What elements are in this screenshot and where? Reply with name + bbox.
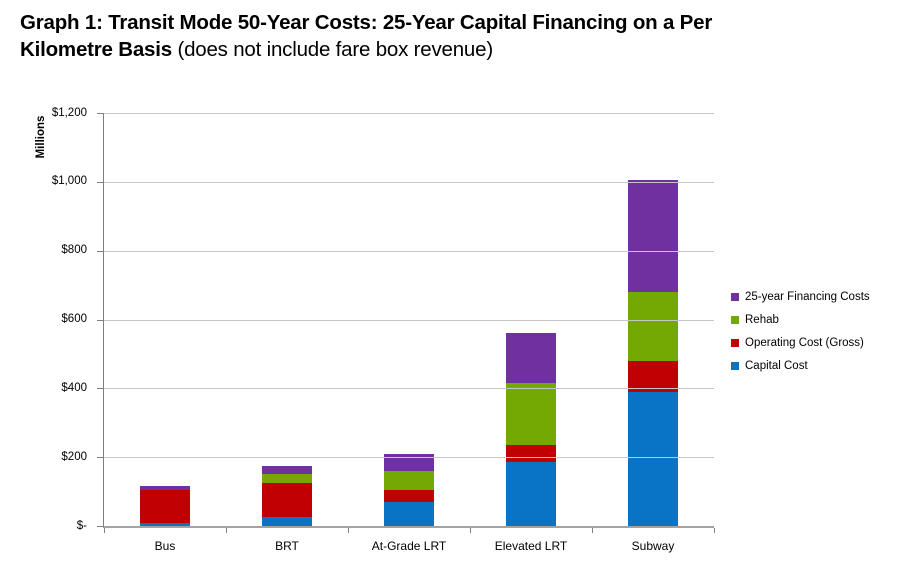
legend-item-rehab: Rehab: [731, 308, 870, 331]
bar-segment-operating-cost-gross-: [506, 445, 556, 463]
y-axis-tick-label: $400: [61, 381, 87, 394]
legend-color-swatch-icon: [731, 338, 739, 347]
bar-segment-operating-cost-gross-: [628, 360, 678, 392]
bar-segment-25-year-financing-costs: [140, 486, 190, 490]
legend-label: Operating Cost (Gross): [745, 336, 864, 349]
bar-segment-operating-cost-gross-: [140, 489, 190, 524]
chart-title-subtitle: (does not include fare box revenue): [171, 37, 493, 61]
bar-slots: Bus BRT At-Grade LRT Elevated LRT Subway: [104, 113, 714, 553]
category-slot-bus: Bus: [104, 113, 226, 553]
y-axis-tick: [97, 250, 103, 252]
y-axis-tick-label: $200: [61, 450, 87, 463]
x-axis-tick: [348, 528, 349, 533]
stacked-bar-subway: [628, 180, 678, 526]
gridline: [104, 181, 714, 183]
y-axis-tick: [97, 388, 103, 390]
x-axis-category-label: Elevated LRT: [494, 539, 568, 553]
legend-item-25-year-financing-costs: 25-year Financing Costs: [731, 285, 870, 308]
gridline: [104, 388, 714, 390]
y-axis-tick: [97, 181, 103, 183]
legend-item-operating-cost-gross-: Operating Cost (Gross): [731, 331, 870, 354]
bar-segment-rehab: [628, 291, 678, 361]
bar-segment-rehab: [262, 474, 312, 483]
chart-title-line2-bold: Kilometre Basis: [20, 37, 172, 61]
bar-segment-capital-cost: [628, 391, 678, 526]
plot-area: Bus BRT At-Grade LRT Elevated LRT Subway: [97, 113, 715, 553]
legend-item-capital-cost: Capital Cost: [731, 354, 870, 377]
y-axis-tick-label: $1,000: [51, 175, 87, 188]
bar-segment-rehab: [384, 470, 434, 490]
x-axis-tick: [592, 528, 593, 533]
y-axis-labels: $1,200 $1,000 $800 $600 $400 $200 $-: [0, 107, 95, 532]
y-axis-tick-label: $1,200: [51, 106, 87, 119]
y-axis-tick: [97, 526, 103, 527]
x-axis-category-label: Bus: [154, 539, 176, 553]
gridline: [104, 250, 714, 252]
bar-segment-25-year-financing-costs: [506, 333, 556, 384]
stacked-bar-at-grade-lrt: [384, 453, 434, 526]
category-slot-subway: Subway: [592, 113, 714, 553]
chart-title-line1: Graph 1: Transit Mode 50-Year Costs: 25-…: [20, 10, 890, 37]
y-axis-tick-label: $-: [76, 519, 87, 532]
legend-label: 25-year Financing Costs: [745, 290, 870, 303]
y-axis-tick-label: $600: [61, 313, 87, 325]
x-axis-tick: [226, 528, 227, 533]
gridline: [104, 319, 714, 321]
x-axis-tick: [104, 528, 105, 533]
x-axis-category-label: At-Grade LRT: [371, 539, 447, 553]
stacked-bar-elevated-lrt: [506, 333, 556, 526]
bar-segment-rehab: [506, 383, 556, 446]
stacked-bar-bus: [140, 486, 190, 526]
y-axis-tick: [97, 319, 103, 321]
gridline: [104, 113, 714, 114]
y-axis-tick: [97, 457, 103, 459]
stacked-bar-brt: [262, 465, 312, 526]
bar-segment-capital-cost: [262, 517, 312, 526]
gridline: [104, 457, 714, 459]
category-slot-elevated-lrt: Elevated LRT: [470, 113, 592, 553]
bar-segment-capital-cost: [506, 462, 556, 526]
legend-color-swatch-icon: [731, 292, 739, 301]
bar-segment-operating-cost-gross-: [262, 483, 312, 518]
legend-color-swatch-icon: [731, 315, 739, 324]
x-axis-tick: [470, 528, 471, 533]
category-slot-brt: BRT: [226, 113, 348, 553]
y-axis-tick: [97, 113, 103, 114]
chart-title-line1-bold: Graph 1: Transit Mode 50-Year Costs: 25-…: [20, 11, 713, 34]
bar-segment-capital-cost: [140, 523, 190, 526]
x-axis-tick: [714, 528, 715, 533]
legend-label: Capital Cost: [745, 359, 808, 372]
bar-segment-capital-cost: [384, 501, 434, 526]
legend-color-swatch-icon: [731, 361, 739, 370]
chart-title-line2: Kilometre Basis (does not include fare b…: [20, 37, 890, 64]
chart-title: Graph 1: Transit Mode 50-Year Costs: 25-…: [20, 10, 890, 63]
y-axis-tick-label: $800: [61, 244, 87, 257]
legend: 25-year Financing Costs Rehab Operating Co…: [731, 285, 870, 377]
bar-segment-25-year-financing-costs: [628, 180, 678, 292]
bar-segment-operating-cost-gross-: [384, 489, 434, 502]
x-axis-category-label: BRT: [275, 539, 299, 553]
legend-label: Rehab: [745, 313, 779, 326]
bar-segment-25-year-financing-costs: [262, 465, 312, 475]
x-axis-category-label: Subway: [631, 539, 675, 553]
